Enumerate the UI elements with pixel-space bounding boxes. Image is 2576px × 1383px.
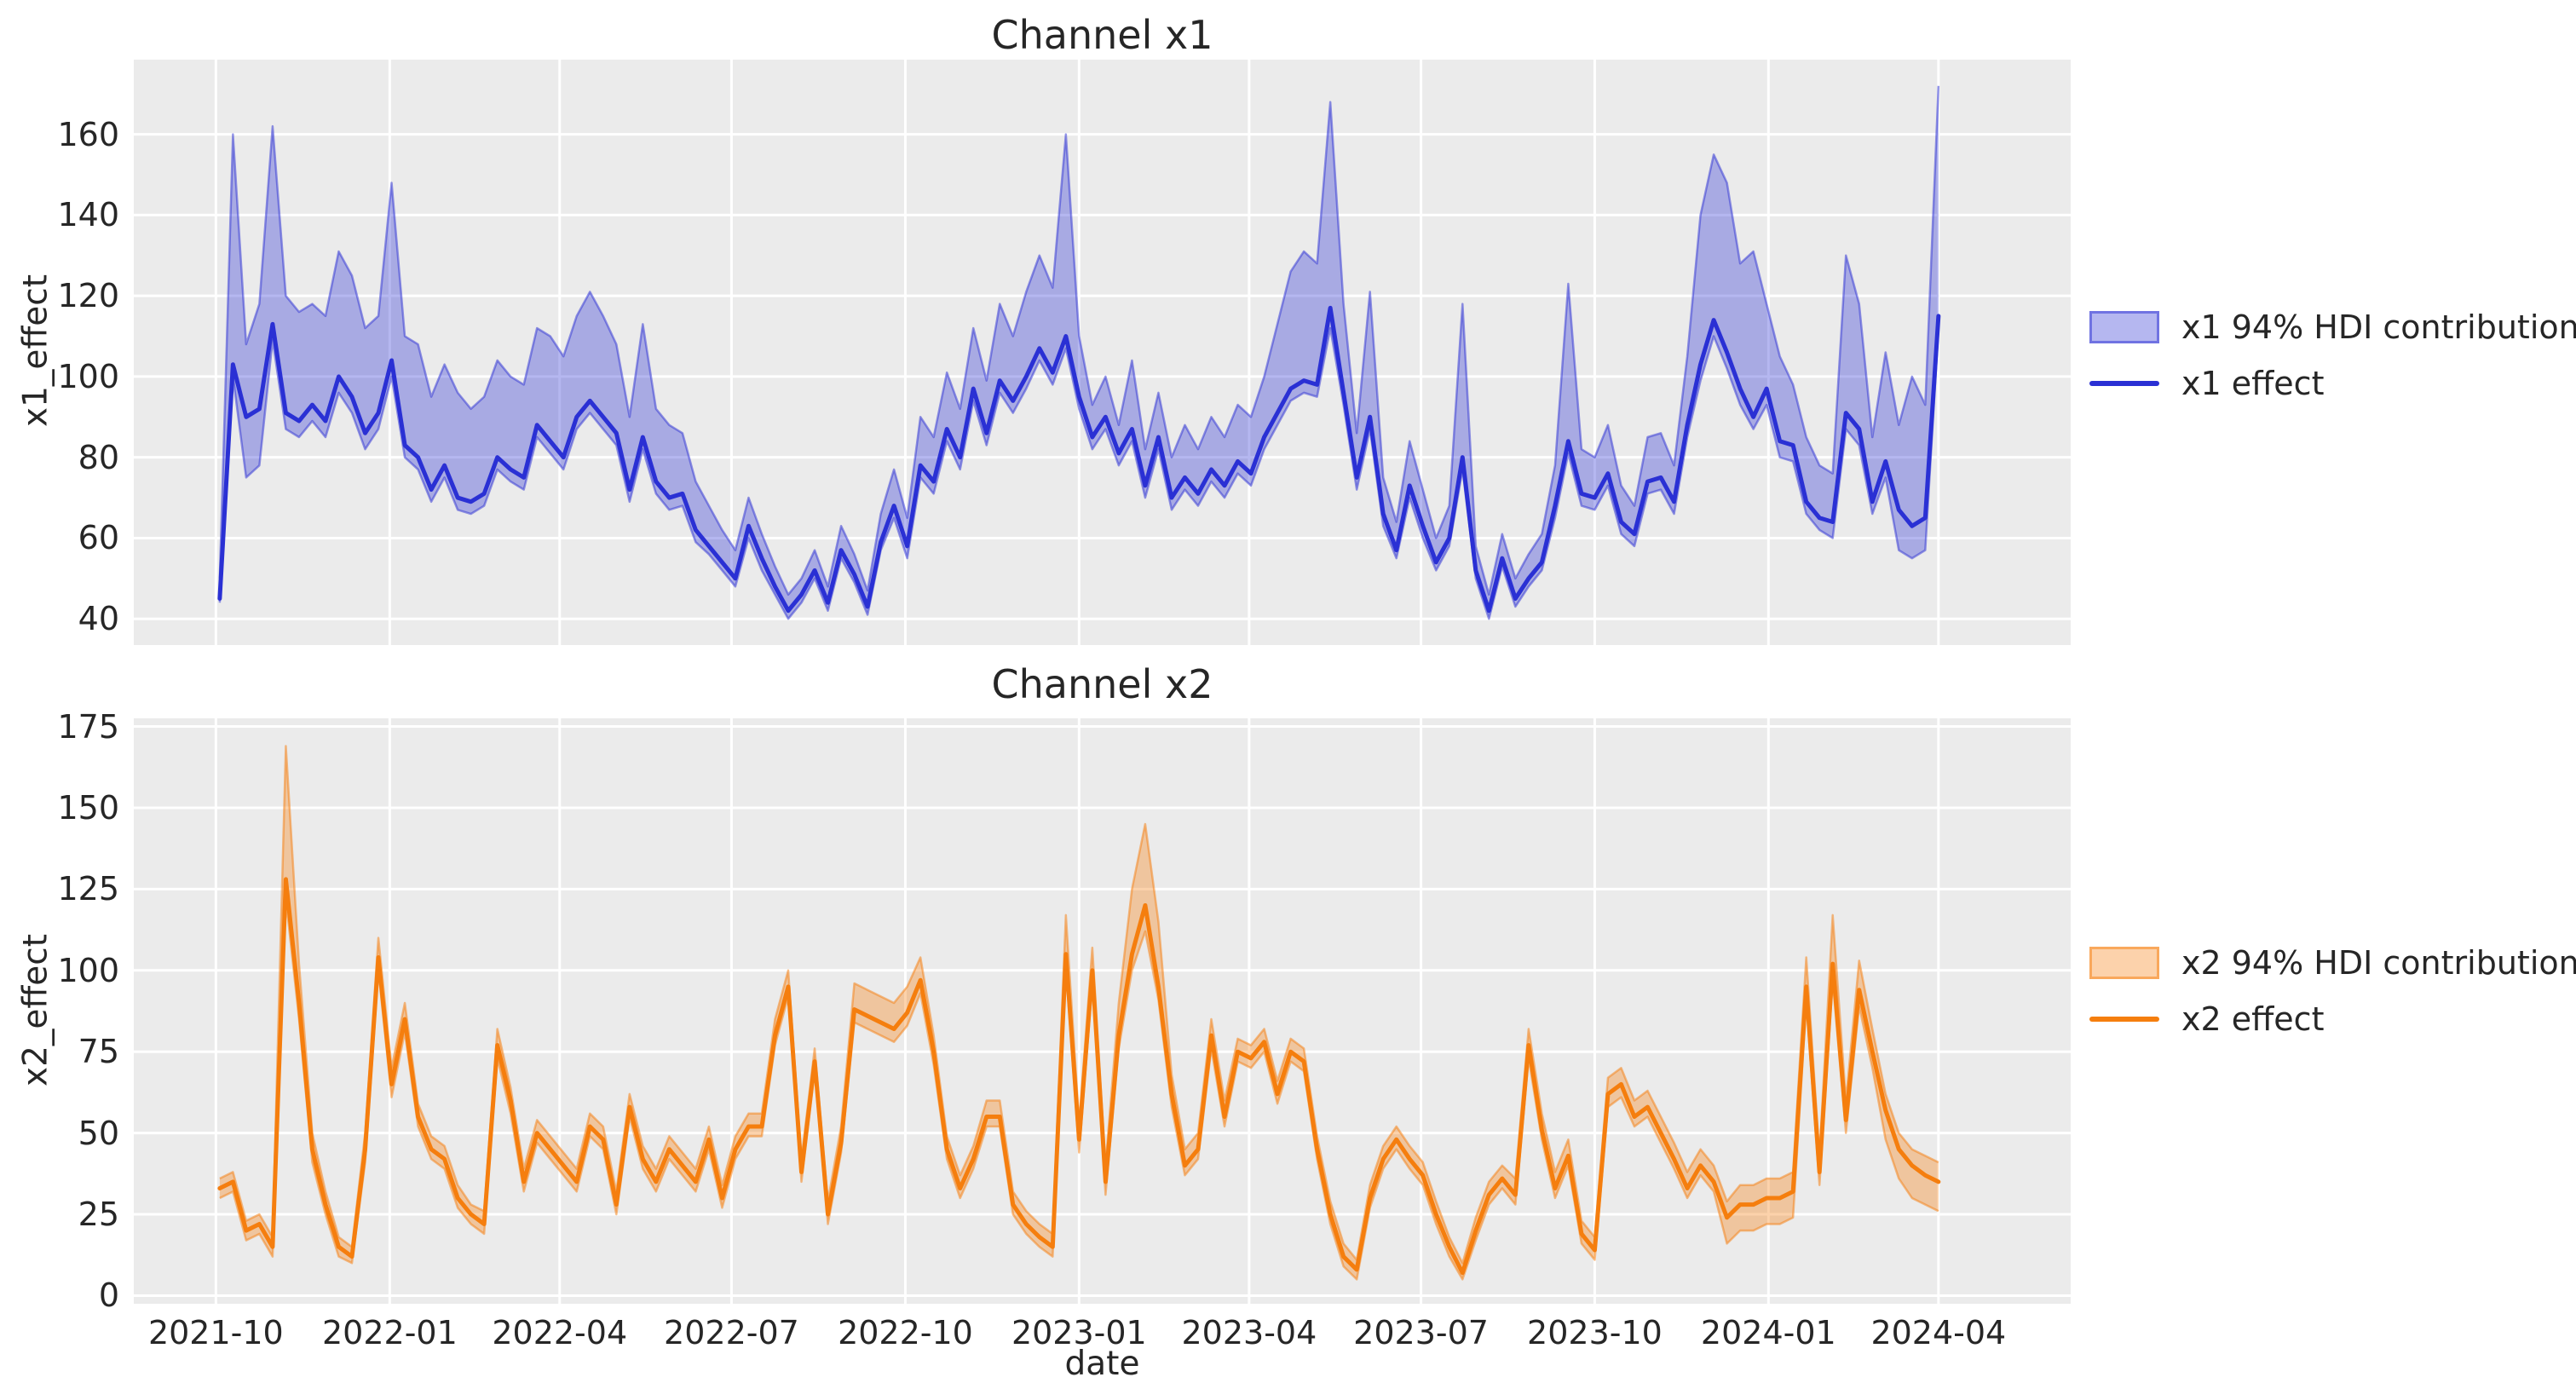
legend-item-x2-effect: x2 effect: [2089, 1000, 2576, 1038]
y-tick-label: 50: [78, 1114, 119, 1152]
x-tick-label: 2023-01: [1011, 1314, 1147, 1351]
y-tick-label: 175: [57, 707, 119, 746]
chart-x1-title: Channel x1: [991, 12, 1213, 58]
hdi-band-swatch-icon: [2089, 311, 2159, 343]
x-tick-label: 2022-01: [321, 1314, 458, 1351]
y-tick-label: 120: [57, 277, 119, 315]
effect-line: [217, 305, 1941, 614]
legend-label: x1 effect: [2181, 365, 2325, 402]
chart-x2-legend: x2 94% HDI contribution x2 effect: [2089, 944, 2576, 1038]
hdi-band-upper-edge: [218, 85, 1940, 596]
legend-label: x1 94% HDI contribution: [2181, 308, 2576, 346]
x-tick-label: 2022-04: [492, 1314, 628, 1351]
effect-line: [217, 877, 1941, 1276]
chart-x1-canvas: [134, 60, 2071, 645]
y-tick-label: 75: [78, 1033, 119, 1071]
y-tick-label: 40: [78, 600, 119, 638]
y-tick-label: 140: [57, 196, 119, 234]
chart-x2-title: Channel x2: [991, 661, 1213, 707]
chart-x2-canvas: [134, 718, 2071, 1304]
y-tick-label: 100: [57, 951, 119, 989]
y-tick-label: 160: [57, 115, 119, 153]
legend-label: x2 effect: [2181, 1000, 2325, 1038]
y-tick-label: 125: [57, 870, 119, 908]
hdi-band-lower-edge: [218, 326, 1940, 620]
line-swatch-icon: [2089, 381, 2159, 386]
x-tick-label: 2023-07: [1353, 1314, 1489, 1351]
chart-x1-plot-area: [134, 60, 2071, 645]
chart-x1-legend: x1 94% HDI contribution x1 effect: [2089, 308, 2576, 402]
x-tick-label: 2023-10: [1527, 1314, 1663, 1351]
x-tick-label: 2021-10: [147, 1314, 284, 1351]
legend-item-x2-hdi: x2 94% HDI contribution: [2089, 944, 2576, 982]
y-tick-label: 150: [57, 788, 119, 827]
hdi-band-lower-edge: [219, 897, 1939, 1281]
legend-label: x2 94% HDI contribution: [2181, 944, 2576, 982]
x-tick-label: 2022-10: [838, 1314, 973, 1351]
legend-item-x1-effect: x1 effect: [2089, 365, 2576, 402]
legend-item-x1-hdi: x1 94% HDI contribution: [2089, 308, 2576, 346]
y-tick-label: 100: [57, 357, 119, 395]
x-tick-label: 2022-07: [664, 1314, 799, 1351]
x-tick-label: 2024-04: [1870, 1314, 2007, 1351]
hdi-band-swatch-icon: [2089, 947, 2159, 979]
y-tick-label: 0: [98, 1276, 119, 1315]
y-tick-label: 25: [78, 1196, 119, 1234]
hdi-band: [219, 85, 1939, 619]
line-swatch-icon: [2089, 1017, 2159, 1022]
y-tick-label: 60: [78, 519, 119, 557]
x-axis-label: date: [1064, 1345, 1140, 1383]
y-tick-label: 80: [78, 438, 119, 476]
chart-x2-plot-area: [134, 718, 2071, 1304]
x-tick-label: 2024-01: [1700, 1314, 1836, 1351]
x-tick-label: 2023-04: [1181, 1314, 1317, 1351]
